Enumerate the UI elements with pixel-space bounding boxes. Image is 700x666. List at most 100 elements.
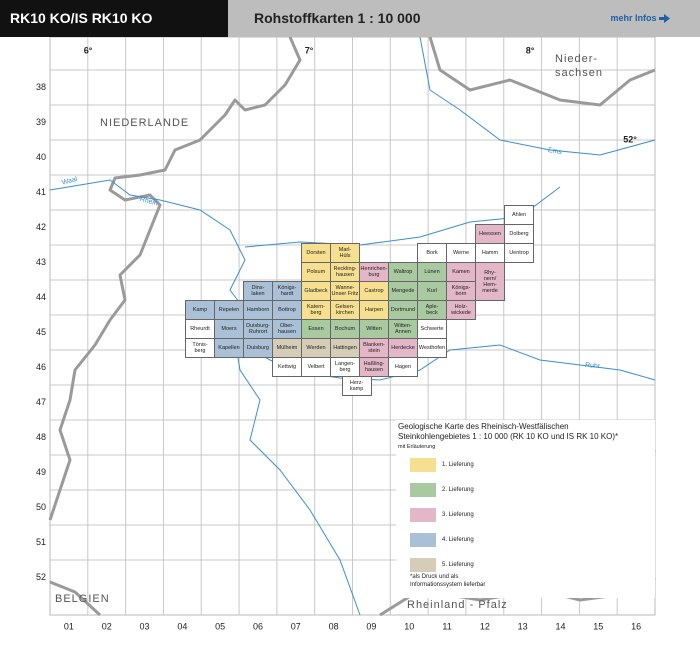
- map-tile: Hattingen: [330, 338, 360, 358]
- region-label: BELGIEN: [55, 593, 110, 605]
- map-tile: Castrop: [359, 281, 389, 301]
- region-label: Rheinland - Pfalz: [407, 599, 508, 611]
- degree-label: 52°: [623, 134, 637, 144]
- row-label: 46: [36, 362, 46, 372]
- map-tile: Wanne- Unser Fritz: [330, 281, 360, 301]
- column-label: 07: [291, 621, 301, 631]
- column-label: 13: [518, 621, 528, 631]
- river-label: Rhein: [139, 196, 159, 208]
- map-tile: Holz- wickede: [446, 300, 476, 320]
- map-tile: Ober- hausen: [272, 319, 302, 339]
- header-bar: Rohstoffkarten 1 : 10 000 mehr Infos: [228, 0, 700, 37]
- column-label: 05: [215, 621, 225, 631]
- row-label: 38: [36, 82, 46, 92]
- map-tile: Dorsten: [301, 243, 331, 263]
- row-label: 40: [36, 152, 46, 162]
- map-tile: Kamen: [446, 262, 476, 282]
- row-label: 48: [36, 432, 46, 442]
- column-label: 15: [593, 621, 603, 631]
- more-info-link[interactable]: mehr Infos: [610, 0, 670, 37]
- arrow-icon[interactable]: [659, 14, 670, 24]
- map-tile: Duisburg: [243, 338, 273, 358]
- legend-label: 2. Lieferung: [442, 487, 474, 493]
- degree-label: 8°: [526, 45, 535, 55]
- row-label: 41: [36, 187, 46, 197]
- map-tile: Mengede: [388, 281, 418, 301]
- map-tile: Marl- Hüls: [330, 243, 360, 263]
- column-label: 12: [480, 621, 490, 631]
- map-tile: Rheurdt: [185, 319, 215, 339]
- map-tile: Polsum: [301, 262, 331, 282]
- header-title: Rohstoffkarten 1 : 10 000: [254, 10, 421, 26]
- row-label: 43: [36, 257, 46, 267]
- map-tile: Schwerte: [417, 319, 447, 339]
- map-tile: Ahlen: [504, 205, 534, 225]
- map-tile: Kettwig: [272, 357, 302, 377]
- map-tile: Reckling- hausen: [330, 262, 360, 282]
- map-tile: Gelsen- kirchen: [330, 300, 360, 320]
- column-label: 06: [253, 621, 263, 631]
- map-tile: Heessen: [475, 224, 505, 244]
- map-tile: Kamp: [185, 300, 215, 320]
- product-title: RK10 KO/IS RK10 KO: [0, 0, 228, 37]
- legend-label: 4. Lieferung: [442, 537, 474, 543]
- map-tile: Königs- born: [446, 281, 476, 301]
- map-tile: Werne: [446, 243, 476, 263]
- map-tile: Bochum: [330, 319, 360, 339]
- region-label: Nieder- sachsen: [555, 53, 603, 79]
- map-tile: Repelen: [214, 300, 244, 320]
- column-label: 02: [102, 621, 112, 631]
- map-tile: Bottrop: [272, 300, 302, 320]
- map-tile: Harpen: [359, 300, 389, 320]
- row-label: 42: [36, 222, 46, 232]
- column-label: 01: [64, 621, 74, 631]
- map-tile: Hamborn: [243, 300, 273, 320]
- map-tile: Haßling- hausen: [359, 357, 389, 377]
- map-tile: Herdecke: [388, 338, 418, 358]
- map-tile: Hamm: [475, 243, 505, 263]
- row-label: 50: [36, 502, 46, 512]
- river-label: Waal: [61, 176, 78, 187]
- map-tile: Hagen: [388, 357, 418, 377]
- row-label: 49: [36, 467, 46, 477]
- column-label: 10: [404, 621, 414, 631]
- row-label: 47: [36, 397, 46, 407]
- map-tile: Bork: [417, 243, 447, 263]
- column-label: 09: [366, 621, 376, 631]
- degree-label: 7°: [305, 45, 314, 55]
- map-tile: Königs- hardt: [272, 281, 302, 301]
- map-tile: Kurl: [417, 281, 447, 301]
- map-tile: Uentrop: [504, 243, 534, 263]
- region-label: NIEDERLANDE: [100, 117, 190, 129]
- legend-swatch: [410, 483, 436, 497]
- row-label: 39: [36, 117, 46, 127]
- map-tile: Dolberg: [504, 224, 534, 244]
- row-label: 44: [36, 292, 46, 302]
- legend-swatch: [410, 458, 436, 472]
- map-tile: Tönis- berg: [185, 338, 215, 358]
- legend-subtitle: mit Erläuterung: [398, 444, 436, 450]
- column-label: 04: [177, 621, 187, 631]
- map-tile: Blanken- stein: [359, 338, 389, 358]
- map-tile: Henrichen- burg: [359, 262, 389, 282]
- legend-swatch: [410, 508, 436, 522]
- legend-label: 5. Lieferung: [442, 562, 474, 568]
- legend-label: 3. Lieferung: [442, 512, 474, 518]
- map-tile: Dins- laken: [243, 281, 273, 301]
- legend-swatch: [410, 558, 436, 572]
- column-label: 16: [631, 621, 641, 631]
- row-label: 51: [36, 537, 46, 547]
- map-tile: Velbert: [301, 357, 331, 377]
- map-tile: Langen- berg: [330, 357, 360, 377]
- map-tile: Waltrop: [388, 262, 418, 282]
- river-label: Ems: [547, 147, 562, 156]
- legend: Geologische Karte des Rheinisch-Westfäli…: [396, 420, 655, 598]
- map-tile: Dortmund: [388, 300, 418, 320]
- map-tile: Rhy- nern/ Hem- merde: [475, 262, 505, 301]
- map-tile: Gladbeck: [301, 281, 331, 301]
- link-text[interactable]: mehr Infos: [610, 13, 657, 23]
- row-label: 45: [36, 327, 46, 337]
- map-tile: Werden: [301, 338, 331, 358]
- legend-swatch: [410, 533, 436, 547]
